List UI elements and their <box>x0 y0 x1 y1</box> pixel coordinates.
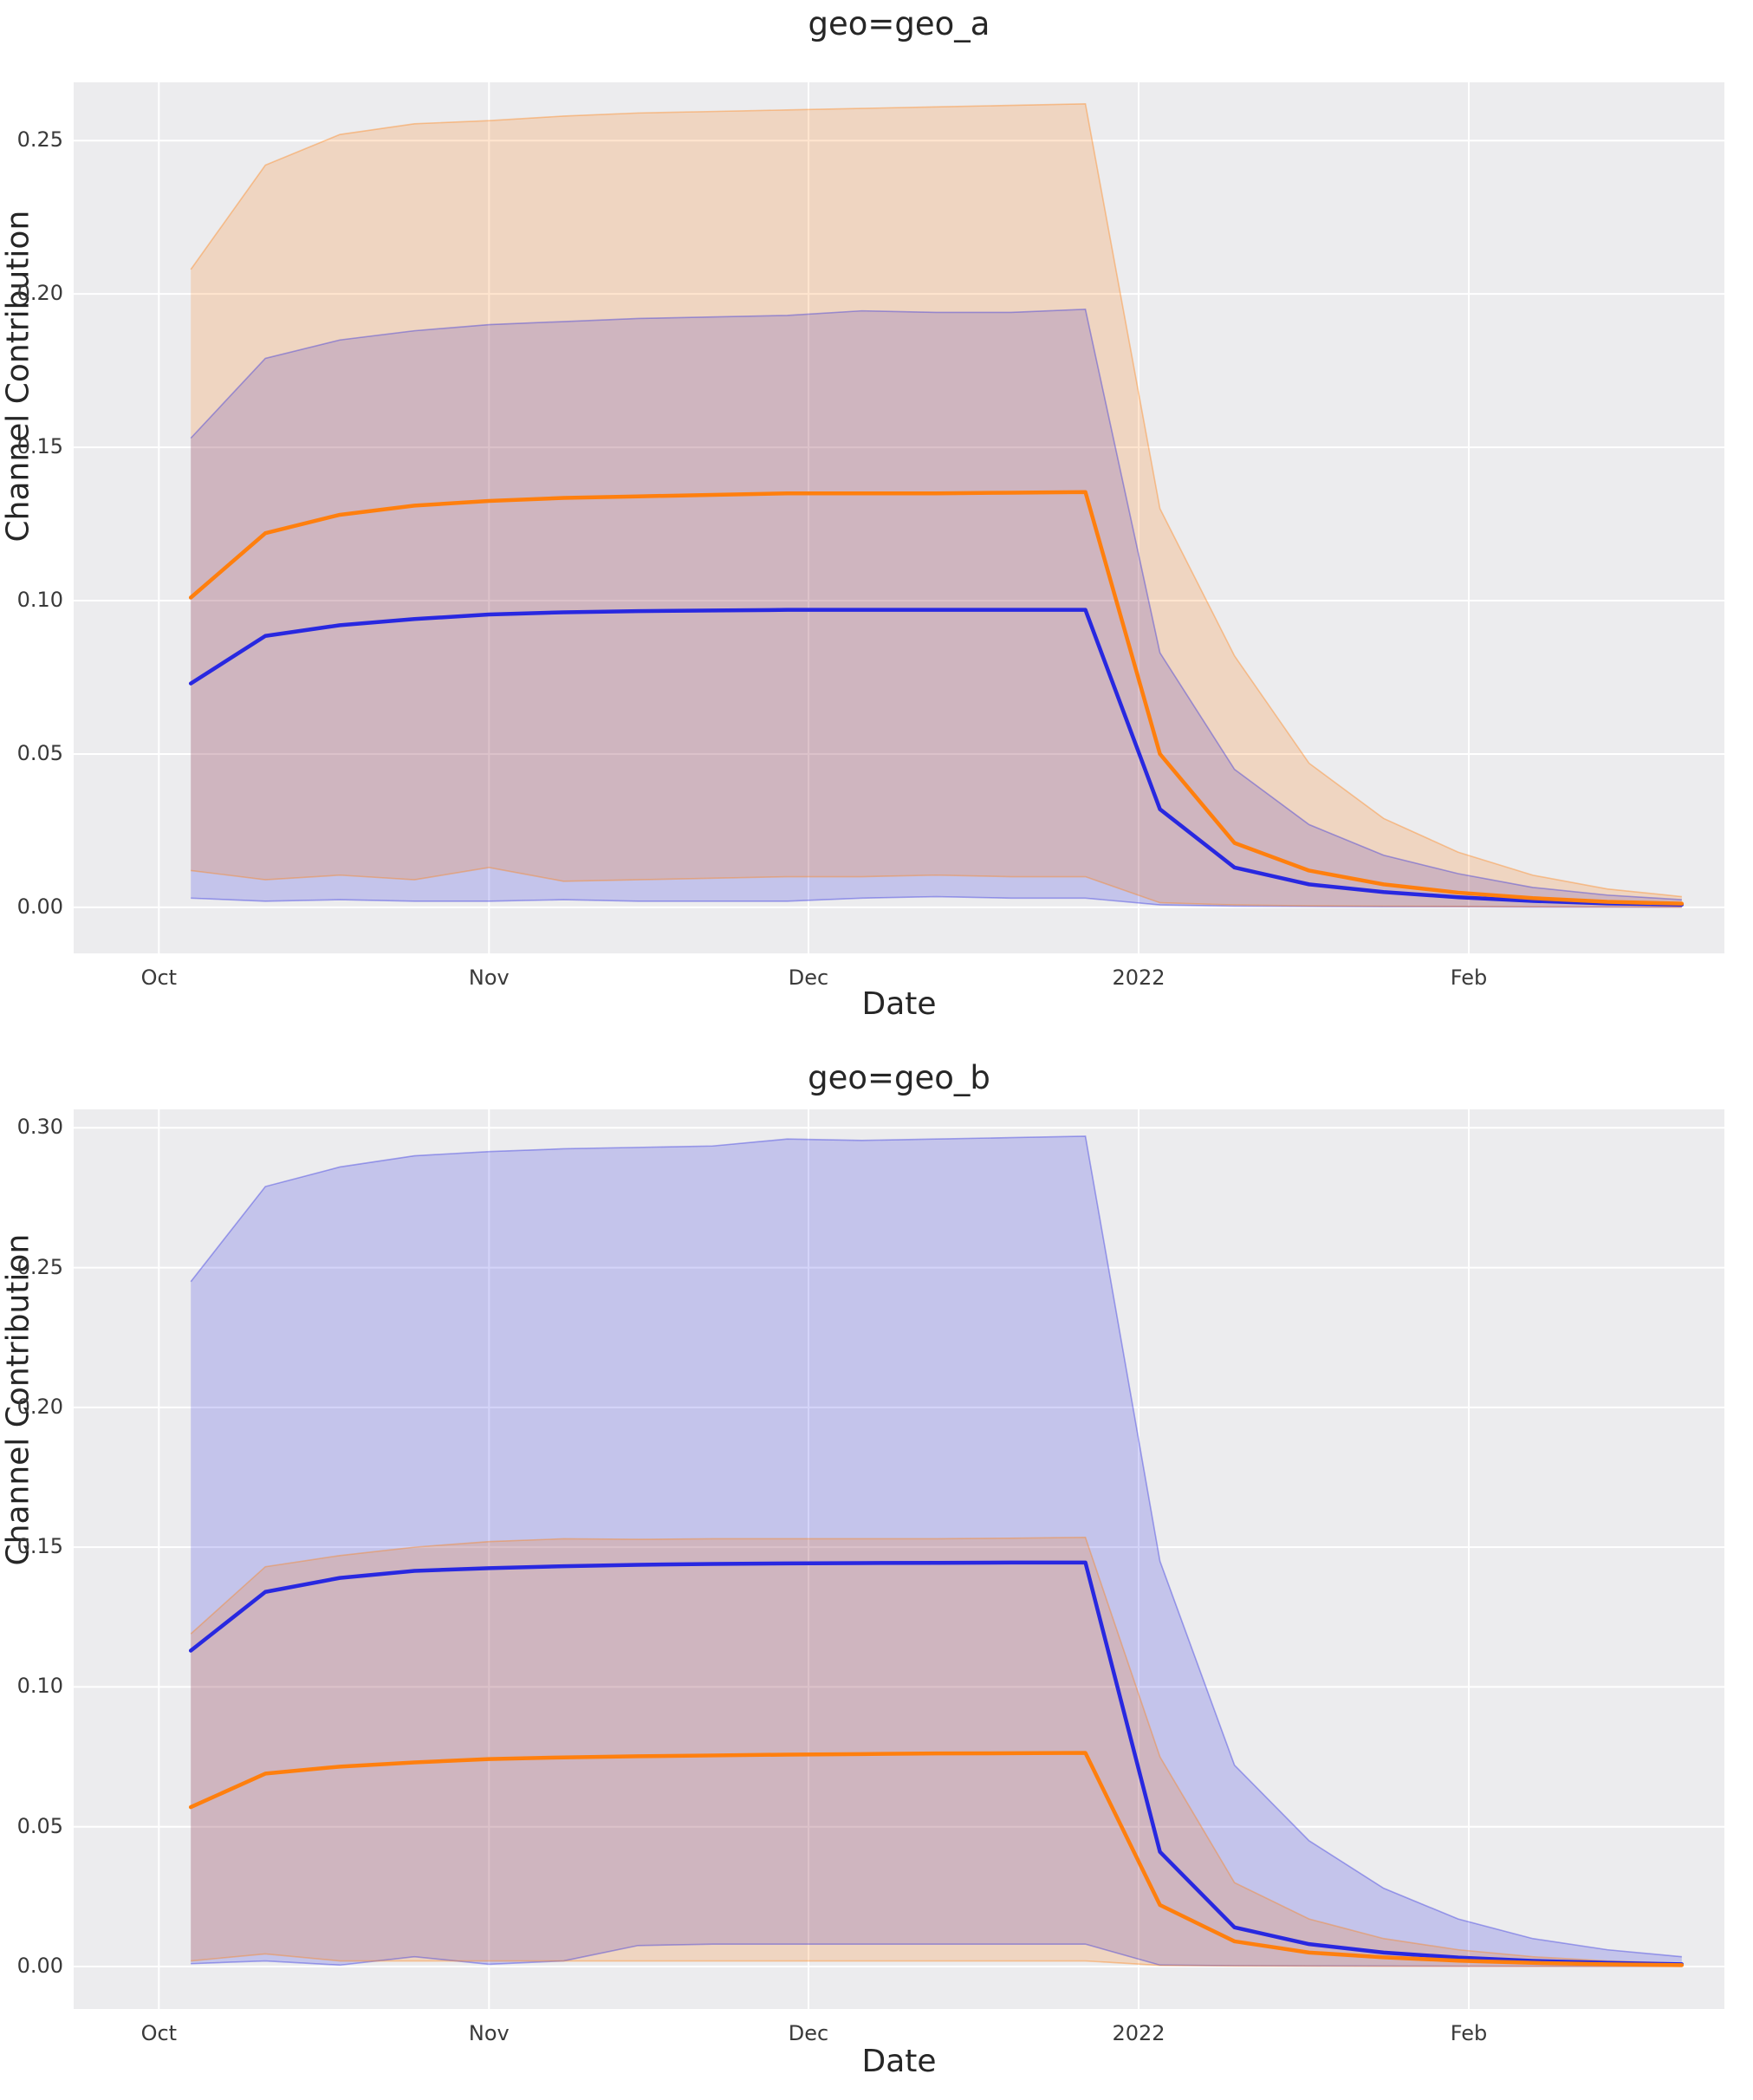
band-edge-lower-x1 <box>191 1943 1682 1967</box>
legend: channel x1 x2 <box>1555 89 1729 222</box>
legend-entry-label: x1 <box>1665 133 1699 166</box>
y-tick-label: 0.20 <box>16 1394 63 1419</box>
y-tick-label: 0.30 <box>16 1115 63 1140</box>
axes-background <box>74 1109 1724 2009</box>
confidence-band-x2 <box>191 103 1682 907</box>
band-edge-upper-x1 <box>190 309 1682 900</box>
y-tick-label: 0.05 <box>16 740 63 765</box>
y-tick-label: 0.10 <box>16 588 63 613</box>
y-axis-label: Channel Contribution <box>0 210 36 543</box>
x-tick-label: Nov <box>468 2021 510 2045</box>
series-line-x1 <box>188 608 1685 907</box>
series-line-x2 <box>188 1751 1685 1967</box>
y-tick-label: 0.25 <box>16 1254 63 1279</box>
legend-title: channel <box>1595 1116 1689 1143</box>
x-tick-label: Dec <box>788 2021 829 2045</box>
y-tick-label: 0.00 <box>16 1953 63 1978</box>
band-edge-upper-x1 <box>190 1135 1682 1958</box>
legend-line-sample <box>1562 195 1633 200</box>
x-axis-label: Date <box>861 2044 937 2079</box>
x-tick-label: Nov <box>468 965 510 990</box>
band-edge-lower-x2 <box>191 1953 1682 1967</box>
confidence-band-x1 <box>191 1135 1682 1967</box>
y-tick-label: 0.15 <box>16 1534 63 1559</box>
legend-title: channel <box>1595 89 1689 116</box>
axes-background <box>74 82 1724 953</box>
legend-entry: x1 <box>1555 1152 1729 1200</box>
legend-line-sample <box>1562 1174 1633 1179</box>
legend-entry: x1 <box>1555 125 1729 173</box>
confidence-band-x2 <box>191 1537 1682 1967</box>
x-tick-label: Feb <box>1450 2021 1488 2045</box>
confidence-band-x1 <box>191 309 1682 907</box>
legend-entry: x2 <box>1555 1200 1729 1249</box>
chart-title: geo=geo_a <box>808 5 990 42</box>
band-edge-lower-x2 <box>191 867 1682 908</box>
y-tick-label: 0.05 <box>16 1813 63 1838</box>
x-axis-label: Date <box>861 986 937 1022</box>
y-tick-label: 0.10 <box>16 1674 63 1699</box>
legend-line-sample <box>1562 146 1633 152</box>
band-edge-lower-x1 <box>191 895 1682 908</box>
x-tick-label: 2022 <box>1112 965 1165 990</box>
band-edge-upper-x2 <box>190 1537 1682 1964</box>
y-tick-label: 0.25 <box>16 127 63 153</box>
x-tick-label: Oct <box>140 965 178 990</box>
legend-entry-label: x1 <box>1665 1160 1699 1193</box>
legend-entry: x2 <box>1555 173 1729 222</box>
legend-entry-label: x2 <box>1665 181 1699 214</box>
chart-title: geo=geo_b <box>808 1059 990 1096</box>
legend-entry-label: x2 <box>1665 1208 1699 1241</box>
y-tick-label: 0.00 <box>16 894 63 919</box>
y-tick-label: 0.20 <box>16 281 63 306</box>
series-line-x1 <box>188 1560 1685 1967</box>
series-line-x2 <box>188 490 1685 906</box>
x-tick-label: Feb <box>1450 965 1488 990</box>
x-tick-label: Oct <box>140 2021 178 2045</box>
band-edge-upper-x2 <box>190 102 1682 898</box>
legend-line-sample <box>1562 1222 1633 1227</box>
legend: channel x1 x2 <box>1555 1116 1729 1249</box>
x-tick-label: 2022 <box>1112 2021 1165 2045</box>
y-tick-label: 0.15 <box>16 434 63 459</box>
x-tick-label: Dec <box>788 965 829 990</box>
